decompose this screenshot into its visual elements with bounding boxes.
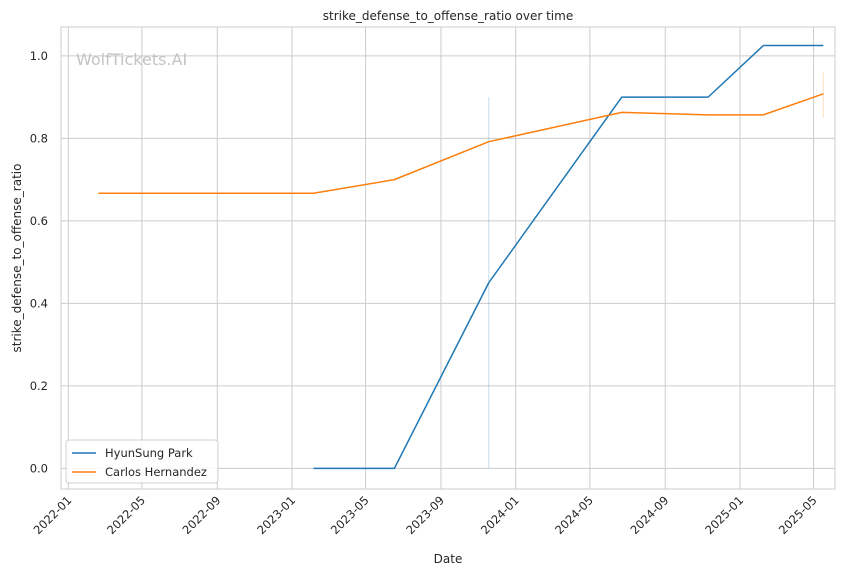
legend: HyunSung Park Carlos Hernandez — [65, 439, 219, 484]
series-lines — [98, 44, 824, 470]
x-tick-label: 2025-05 — [776, 493, 820, 537]
legend-box — [65, 439, 219, 484]
x-tick-label: 2025-01 — [702, 493, 746, 537]
legend-label: HyunSung Park — [105, 446, 193, 460]
watermark: WolfTickets.AI — [76, 50, 187, 69]
plot-frame — [60, 26, 836, 490]
grid — [61, 27, 835, 489]
x-tick-label: 2023-09 — [403, 493, 447, 537]
x-tick-label: 2023-05 — [328, 493, 372, 537]
chart-title: strike_defense_to_offense_ratio over tim… — [323, 9, 573, 23]
x-tick-label: 2023-01 — [254, 493, 298, 537]
x-tick-labels: 2022-01 2022-05 2022-09 2023-01 2023-05 2023-… — [31, 493, 820, 537]
y-tick-label: 0.2 — [30, 379, 48, 393]
x-tick-label: 2024-05 — [552, 493, 596, 537]
x-tick-label: 2022-09 — [180, 493, 224, 537]
y-tick-label: 0.4 — [30, 296, 48, 310]
x-tick-label: 2022-01 — [31, 493, 75, 537]
y-tick-label: 1.0 — [30, 49, 48, 63]
x-tick-label: 2022-05 — [104, 493, 148, 537]
x-tick-label: 2024-09 — [627, 493, 671, 537]
series-line-carlos-hernandez — [98, 93, 824, 194]
error-bars — [488, 72, 824, 469]
y-tick-labels: 0.0 0.2 0.4 0.6 0.8 1.0 — [30, 49, 48, 476]
y-tick-label: 0.0 — [30, 461, 48, 475]
x-tick-label: 2024-01 — [478, 493, 522, 537]
y-tick-label: 0.6 — [30, 214, 48, 228]
legend-label: Carlos Hernandez — [105, 465, 207, 479]
y-axis-title: strike_defense_to_offense_ratio — [10, 164, 24, 353]
y-tick-label: 0.8 — [30, 131, 48, 145]
x-axis-title: Date — [434, 552, 463, 566]
series-line-hyunsung-park — [313, 44, 824, 470]
